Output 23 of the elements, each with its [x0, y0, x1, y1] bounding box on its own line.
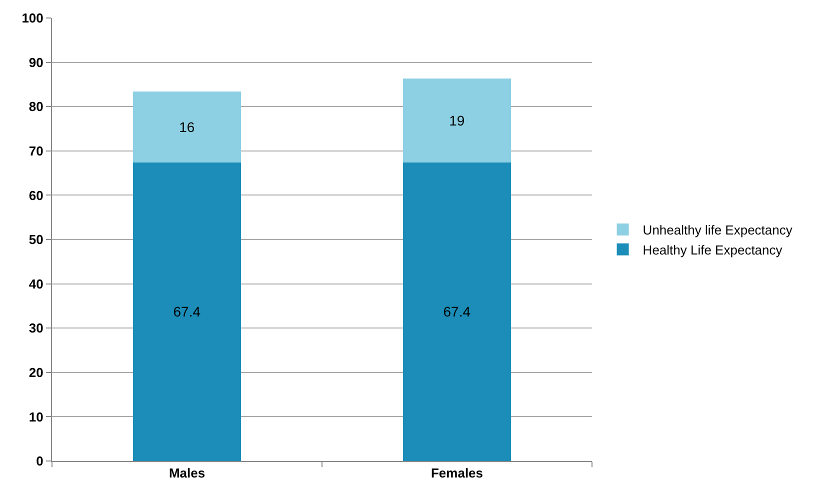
legend-label: Unhealthy life Expectancy — [642, 222, 793, 238]
y-tick-label: 20 — [28, 364, 44, 380]
y-tick-label: 40 — [28, 276, 44, 292]
data-label: 67.4 — [173, 304, 201, 320]
data-label: 16 — [179, 118, 195, 135]
y-tick-label: 90 — [28, 54, 44, 70]
y-tick-label: 10 — [28, 409, 44, 424]
y-tick-label: 80 — [28, 99, 44, 114]
bar — [403, 78, 511, 162]
data-label: 19 — [449, 112, 465, 128]
y-tick-label: 30 — [28, 320, 44, 336]
bar — [403, 162, 511, 461]
bar — [133, 162, 241, 461]
y-tick-label: 70 — [28, 143, 44, 158]
y-tick-label: 60 — [28, 188, 44, 203]
x-tick-label: Males — [168, 466, 206, 481]
x-tick-label: Females — [430, 466, 484, 481]
data-label: 67.4 — [443, 304, 471, 320]
y-tick-label: 100 — [22, 10, 44, 26]
bar — [133, 92, 241, 162]
y-tick-label: 50 — [28, 232, 44, 248]
legend-label: Healthy Life Expectancy — [642, 242, 783, 258]
y-tick-label: 0 — [36, 454, 44, 469]
